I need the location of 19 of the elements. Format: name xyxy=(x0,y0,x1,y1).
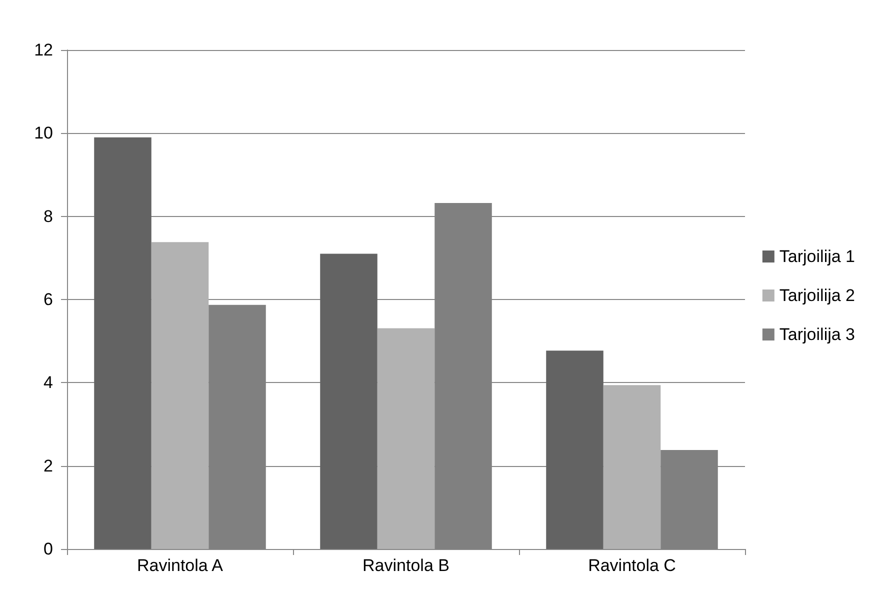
legend-label: Tarjoilija 3 xyxy=(779,325,856,344)
y-tick-label: 6 xyxy=(44,290,53,309)
x-tick-label: Ravintola C xyxy=(588,556,676,575)
bar xyxy=(151,242,209,549)
legend-label: Tarjoilija 1 xyxy=(779,247,856,266)
y-tick-label: 4 xyxy=(44,373,53,392)
y-tick-label: 8 xyxy=(44,206,53,226)
y-tick-label: 10 xyxy=(34,124,53,143)
y-tick-label: 12 xyxy=(34,40,53,60)
x-tick-label: Ravintola B xyxy=(362,556,450,575)
y-tick-label: 2 xyxy=(44,456,53,476)
bar xyxy=(603,385,661,549)
bar xyxy=(546,350,604,549)
bar xyxy=(94,137,152,549)
y-tick-label: 0 xyxy=(44,540,53,558)
x-tick-label: Ravintola A xyxy=(137,556,224,575)
bar xyxy=(320,254,378,549)
bar xyxy=(377,328,435,549)
legend-label: Tarjoilija 2 xyxy=(779,286,856,305)
